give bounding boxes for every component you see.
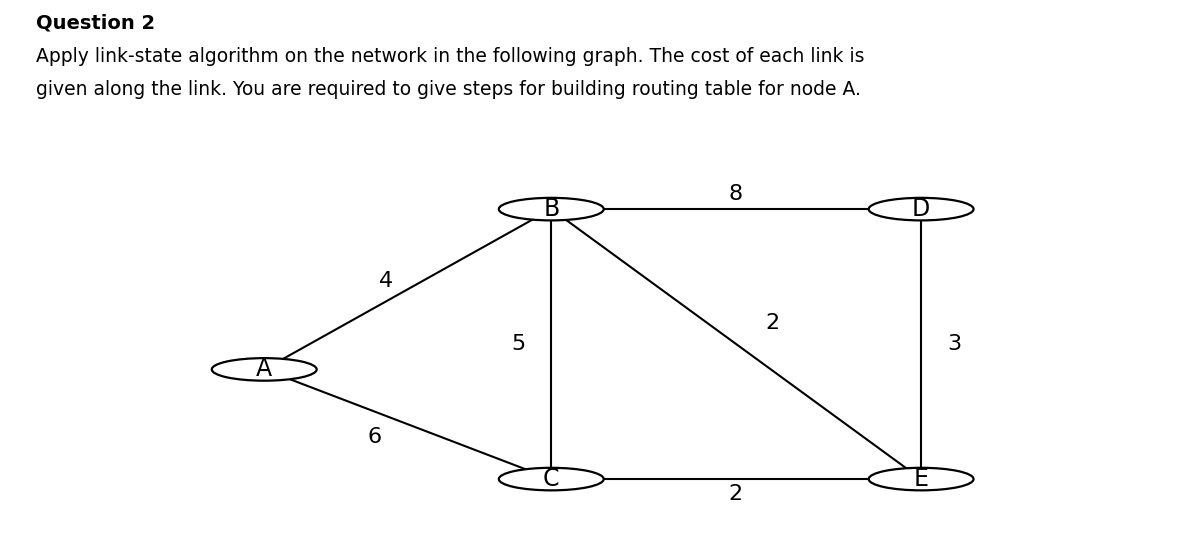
Text: 4: 4 bbox=[379, 271, 392, 291]
Text: 5: 5 bbox=[511, 334, 526, 354]
Text: D: D bbox=[912, 197, 930, 221]
Text: 6: 6 bbox=[367, 427, 382, 447]
Ellipse shape bbox=[869, 198, 973, 220]
Text: 2: 2 bbox=[766, 313, 779, 333]
Ellipse shape bbox=[499, 468, 604, 491]
Text: 3: 3 bbox=[947, 334, 961, 354]
Ellipse shape bbox=[869, 468, 973, 491]
Text: E: E bbox=[913, 467, 929, 491]
Text: B: B bbox=[544, 197, 559, 221]
Text: 2: 2 bbox=[728, 484, 743, 504]
Text: Question 2: Question 2 bbox=[36, 14, 155, 33]
Text: C: C bbox=[544, 467, 559, 491]
Ellipse shape bbox=[499, 198, 604, 220]
Text: 8: 8 bbox=[728, 184, 743, 204]
Text: given along the link. You are required to give steps for building routing table : given along the link. You are required t… bbox=[36, 80, 860, 99]
Text: Apply link-state algorithm on the network in the following graph. The cost of ea: Apply link-state algorithm on the networ… bbox=[36, 47, 864, 66]
Text: A: A bbox=[256, 357, 272, 381]
Ellipse shape bbox=[212, 358, 317, 381]
